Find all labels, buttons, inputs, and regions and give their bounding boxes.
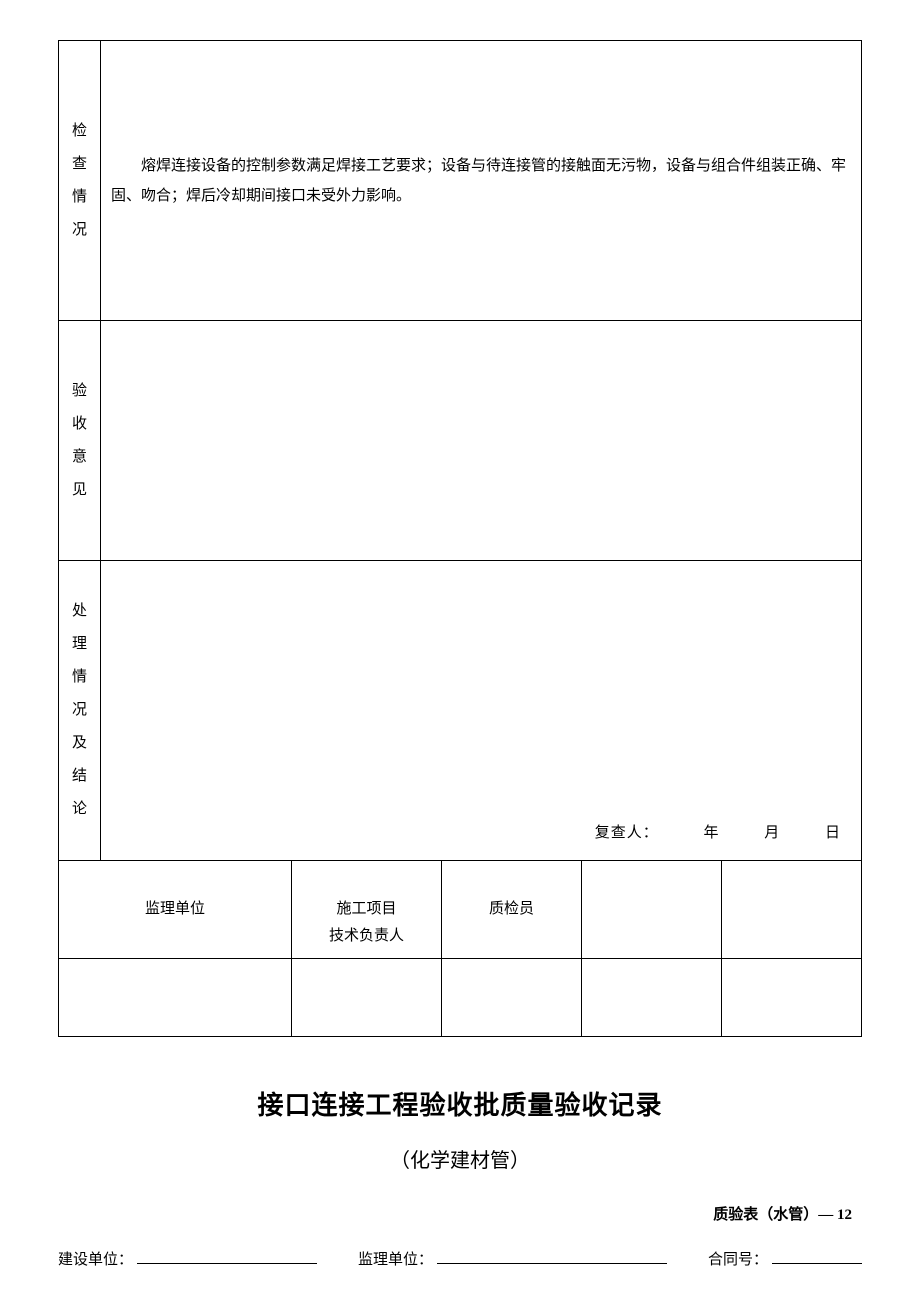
tech-lead-header-text: 施工项目 技术负责人 (329, 901, 404, 944)
sub-title: （化学建材管） (58, 1144, 862, 1173)
contract-label: 合同号： (708, 1248, 768, 1269)
supervisor-unit-sign (59, 959, 292, 1037)
inspection-record-table: 检 查 情 况 熔焊连接设备的控制参数满足焊接工艺要求；设备与待连接管的接触面无… (58, 40, 862, 1037)
supervisor-unit-label: 监理单位： (358, 1248, 433, 1269)
tech-lead-sign (292, 959, 442, 1037)
inspection-label-text: 检 查 情 况 (72, 123, 87, 238)
date-month: 月 (764, 825, 780, 841)
supervisor-unit-field: 监理单位： (358, 1248, 667, 1269)
supervisor-unit-underline (437, 1249, 667, 1264)
tech-lead-header: 施工项目 技术负责人 (292, 861, 442, 959)
qc-inspector-header: 质检员 (442, 861, 582, 959)
conclusion-label: 处 理 情 况 及 结 论 (59, 561, 101, 861)
sign-blank-header-1 (582, 861, 722, 959)
inspection-content-cell: 熔焊连接设备的控制参数满足焊接工艺要求；设备与待连接管的接触面无污物，设备与组合… (101, 41, 862, 321)
acceptance-content-cell (101, 321, 862, 561)
acceptance-label-text: 验 收 意 见 (72, 383, 87, 498)
acceptance-label: 验 收 意 见 (59, 321, 101, 561)
date-year: 年 (703, 825, 719, 841)
reviewer-line: 复查人： 年 月 日 (595, 821, 841, 842)
sign-blank-1 (582, 959, 722, 1037)
conclusion-content-cell: 复查人： 年 月 日 (101, 561, 862, 861)
sign-blank-header-2 (722, 861, 862, 959)
title-section: 接口连接工程验收批质量验收记录 （化学建材管） (58, 1085, 862, 1173)
supervisor-unit-header-text: 监理单位 (145, 901, 205, 917)
date-day: 日 (825, 825, 841, 841)
inspection-label: 检 查 情 况 (59, 41, 101, 321)
qc-inspector-sign (442, 959, 582, 1037)
main-title: 接口连接工程验收批质量验收记录 (58, 1085, 862, 1122)
conclusion-label-text: 处 理 情 况 及 结 论 (72, 603, 87, 817)
construction-unit-label: 建设单位： (58, 1248, 133, 1269)
construction-unit-field: 建设单位： (58, 1248, 317, 1269)
sign-blank-2 (722, 959, 862, 1037)
construction-unit-underline (137, 1249, 317, 1264)
reviewer-label: 复查人： (595, 825, 659, 841)
inspection-content-text: 熔焊连接设备的控制参数满足焊接工艺要求；设备与待连接管的接触面无污物，设备与组合… (111, 151, 851, 211)
footer-line: 建设单位： 监理单位： 合同号： (58, 1248, 862, 1269)
contract-field: 合同号： (708, 1248, 862, 1269)
supervisor-unit-header: 监理单位 (59, 861, 292, 959)
qc-inspector-header-text: 质检员 (489, 901, 534, 917)
form-code: 质验表（水管）— 12 (58, 1203, 862, 1224)
contract-underline (772, 1249, 862, 1264)
